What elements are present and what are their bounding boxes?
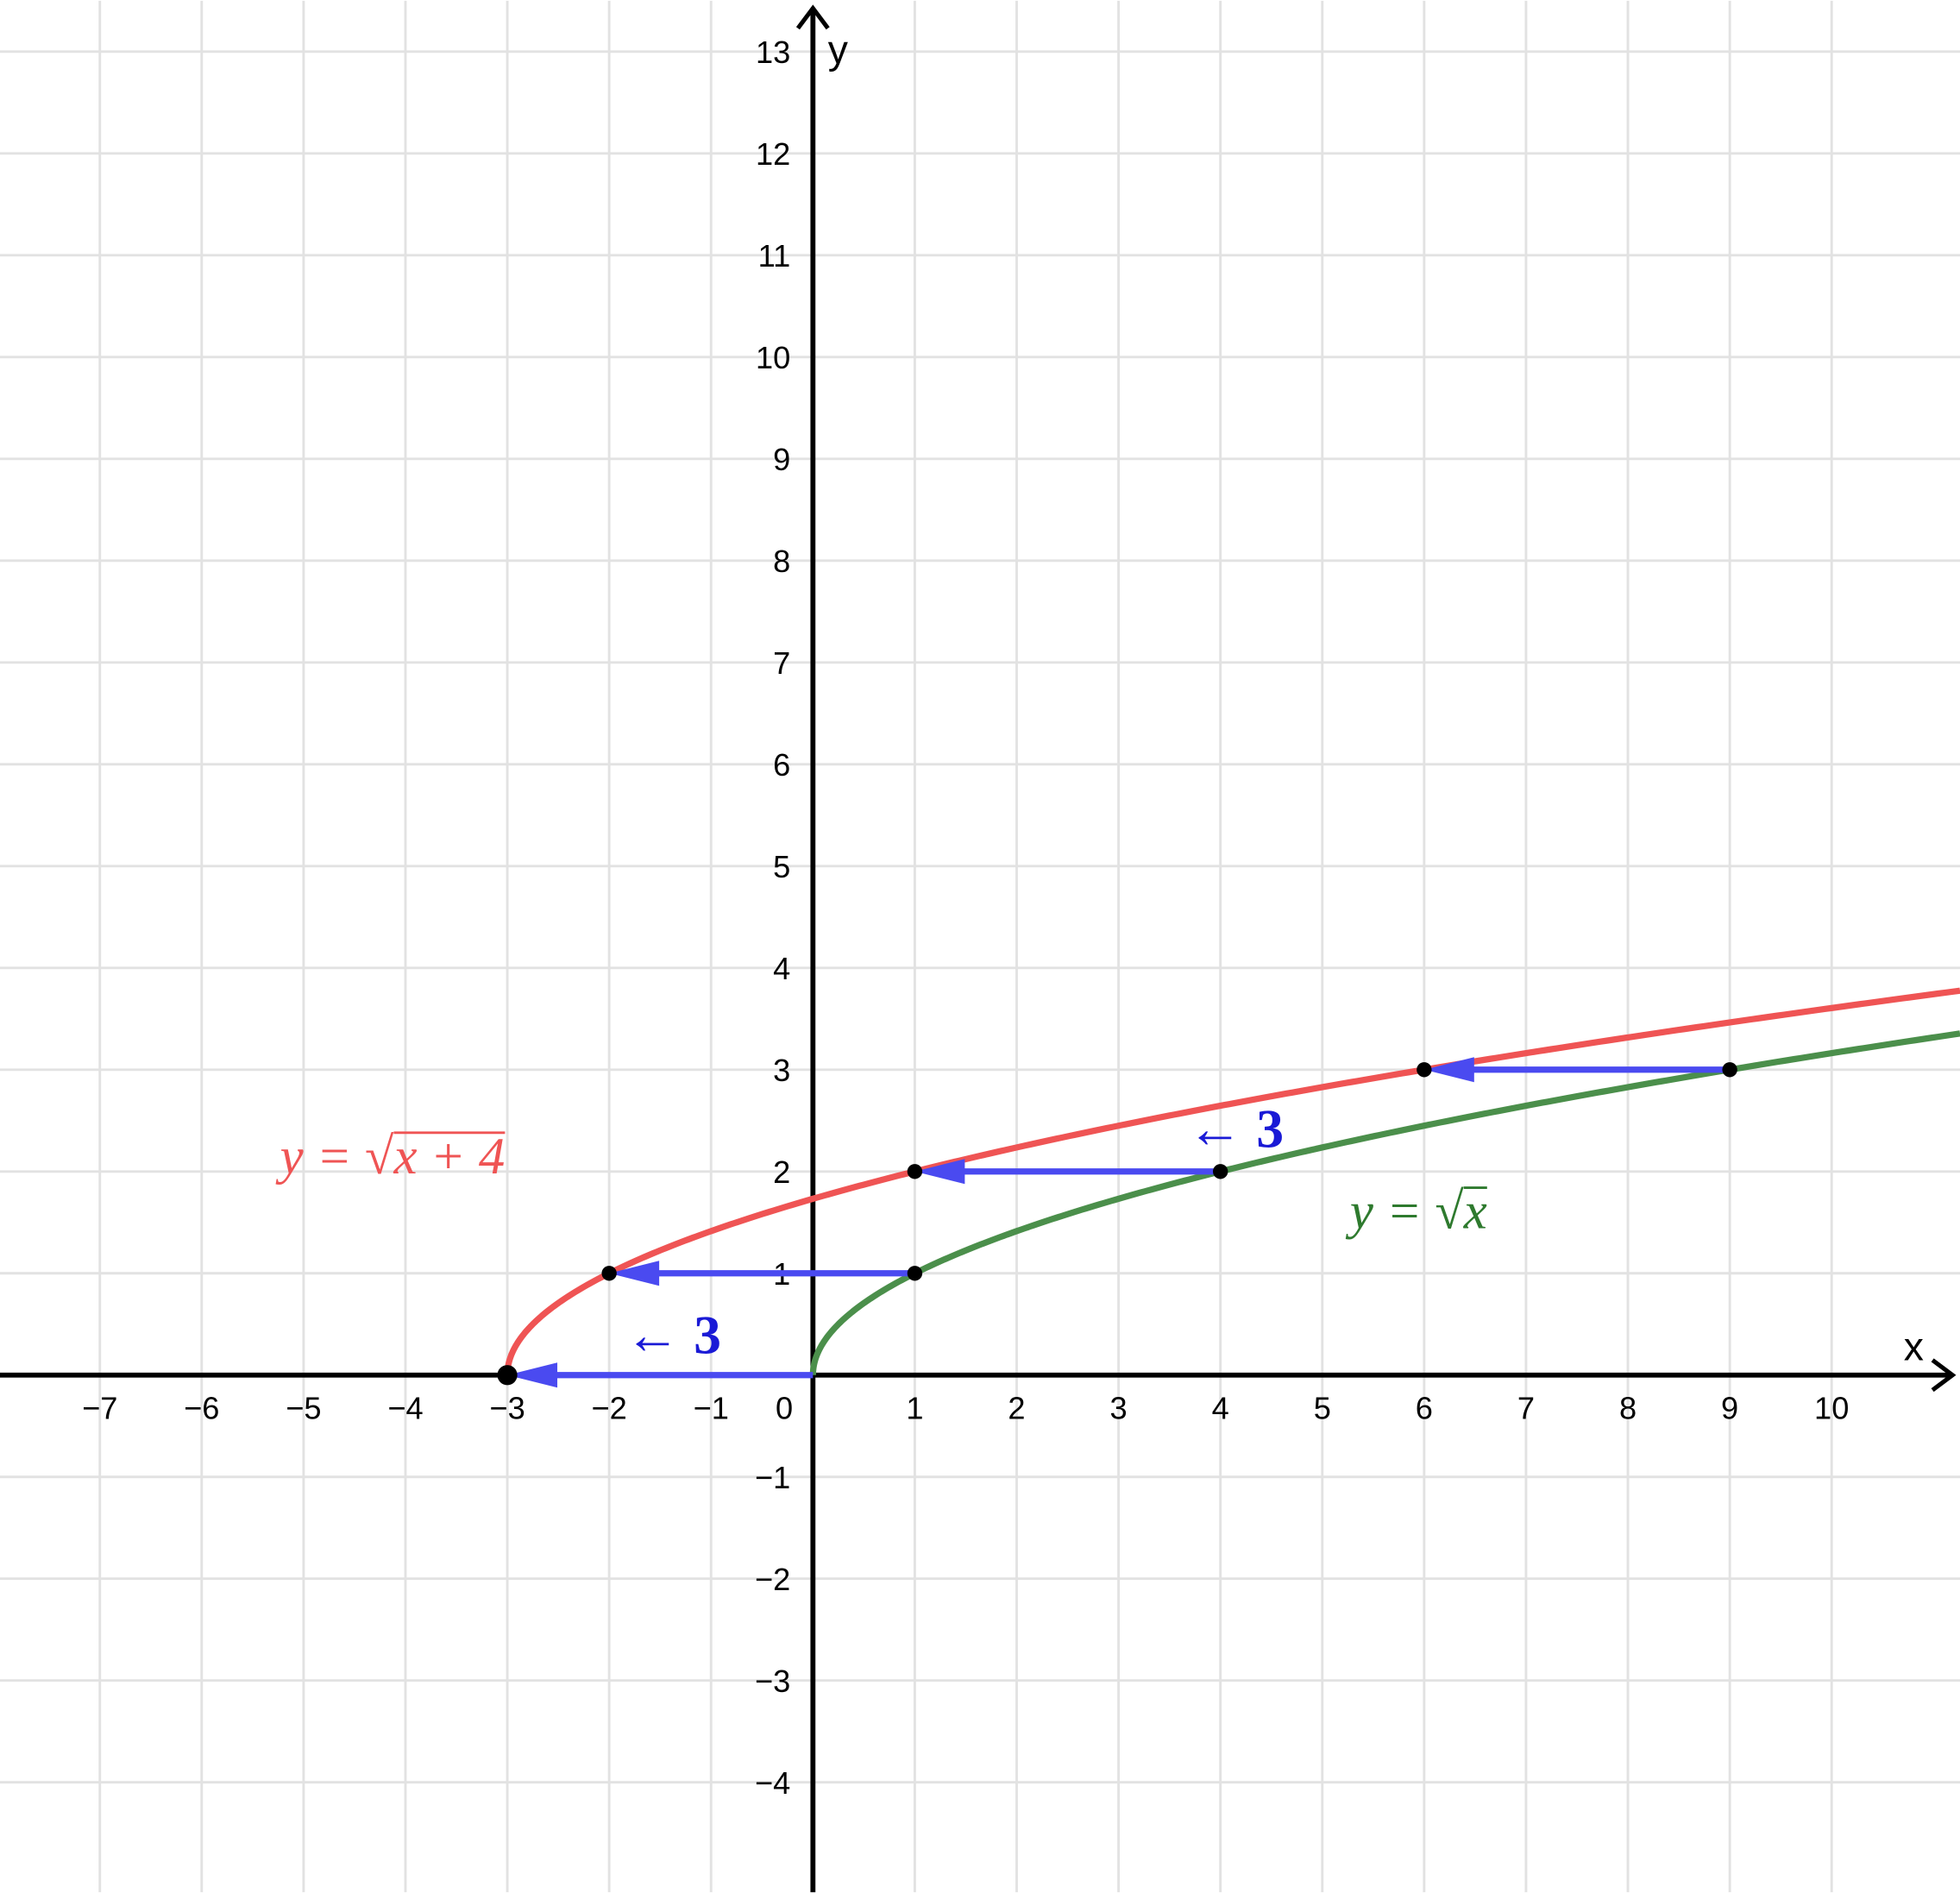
curve	[809, 1030, 1960, 1375]
x-tick-label: 3	[1110, 1390, 1128, 1425]
shift-arrowhead	[914, 1159, 965, 1185]
shift-annotation: ← 3	[1188, 1098, 1285, 1160]
y-tick-label: 12	[756, 136, 790, 172]
curve	[504, 987, 1960, 1375]
point	[907, 1266, 923, 1281]
x-tick-label: 8	[1619, 1390, 1636, 1425]
point	[1212, 1164, 1228, 1179]
red-curve-label: y = √x + 4	[275, 1128, 506, 1185]
y-tick-label: 4	[773, 951, 790, 986]
x-tick-label: 10	[1814, 1390, 1849, 1425]
x-tick-label: −3	[489, 1390, 525, 1425]
x-tick-label: −7	[82, 1390, 117, 1425]
x-axis-label: x	[1904, 1324, 1924, 1368]
shift-annotation: ← 3	[625, 1305, 721, 1366]
y-tick-label: −3	[755, 1663, 790, 1699]
shift-arrowhead	[1423, 1057, 1474, 1083]
y-tick-label: 5	[773, 849, 790, 884]
green-curve-label: y = √x	[1345, 1183, 1487, 1241]
x-tick-label: 6	[1416, 1390, 1433, 1425]
point	[1417, 1062, 1432, 1078]
shift-arrowhead	[609, 1261, 660, 1286]
point	[1722, 1062, 1737, 1078]
x-tick-label: 0	[776, 1390, 793, 1425]
x-tick-label: 2	[1008, 1390, 1025, 1425]
y-tick-label: 3	[773, 1053, 790, 1088]
point	[907, 1164, 923, 1179]
x-tick-label: −6	[184, 1390, 219, 1425]
y-tick-label: 11	[758, 238, 791, 274]
y-tick-label: 7	[773, 645, 790, 681]
y-tick-label: −1	[755, 1460, 790, 1495]
x-tick-label: 5	[1314, 1390, 1331, 1425]
x-tick-label: −2	[592, 1390, 627, 1425]
y-tick-label: 10	[756, 340, 790, 375]
y-tick-label: −2	[755, 1562, 790, 1597]
y-axis-arrow	[795, 4, 830, 30]
y-axis-label: y	[828, 27, 849, 72]
x-tick-label: 9	[1721, 1390, 1738, 1425]
x-tick-label: −5	[286, 1390, 321, 1425]
shift-arrowhead	[507, 1362, 558, 1388]
x-tick-label: 1	[906, 1390, 923, 1425]
x-tick-label: 4	[1212, 1390, 1229, 1425]
x-tick-label: −1	[694, 1390, 729, 1425]
y-tick-label: 8	[773, 544, 790, 579]
point	[601, 1266, 617, 1281]
x-axis-arrow	[1931, 1358, 1957, 1393]
y-tick-label: −4	[755, 1765, 790, 1801]
y-tick-label: 6	[773, 747, 790, 783]
x-tick-label: −4	[387, 1390, 423, 1425]
y-tick-label: 9	[773, 442, 790, 477]
x-tick-label: 7	[1517, 1390, 1535, 1425]
point	[497, 1365, 518, 1386]
plot	[497, 987, 1960, 1388]
y-tick-label: 2	[773, 1154, 790, 1190]
y-tick-label: 13	[756, 35, 790, 70]
